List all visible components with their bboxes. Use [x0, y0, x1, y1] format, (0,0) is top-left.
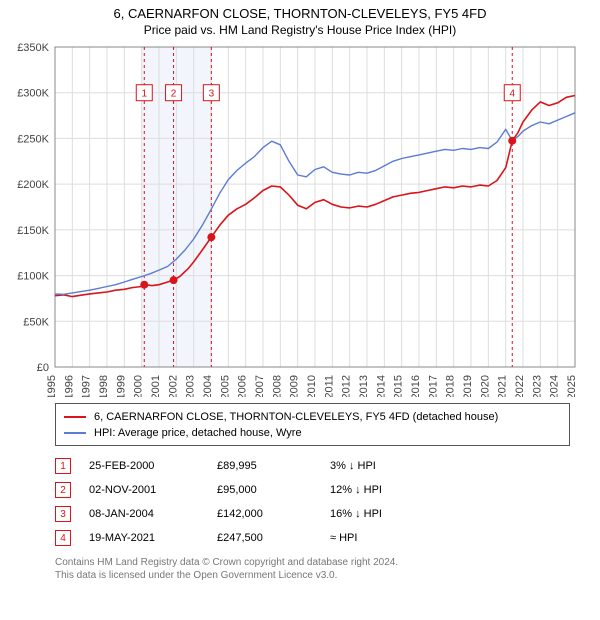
marker-row: 3 08-JAN-2004 £142,000 16% ↓ HPI	[55, 502, 570, 526]
marker-date: 08-JAN-2004	[89, 508, 199, 520]
svg-text:2001: 2001	[150, 375, 162, 397]
marker-date: 25-FEB-2000	[89, 460, 199, 472]
legend: 6, CAERNARFON CLOSE, THORNTON-CLEVELEYS,…	[55, 403, 570, 446]
svg-text:1: 1	[141, 89, 147, 100]
marker-number-box: 4	[55, 530, 71, 546]
svg-text:2014: 2014	[375, 375, 387, 397]
svg-text:2002: 2002	[167, 375, 179, 397]
svg-text:£250K: £250K	[17, 133, 49, 145]
svg-text:2025: 2025	[566, 375, 578, 397]
chart-titles: 6, CAERNARFON CLOSE, THORNTON-CLEVELEYS,…	[0, 6, 600, 37]
svg-text:2000: 2000	[133, 375, 145, 397]
svg-text:2004: 2004	[202, 375, 214, 397]
svg-text:£200K: £200K	[17, 179, 49, 191]
svg-text:£300K: £300K	[17, 88, 49, 100]
title-address: 6, CAERNARFON CLOSE, THORNTON-CLEVELEYS,…	[0, 6, 600, 21]
svg-text:4: 4	[509, 89, 515, 100]
marker-price: £142,000	[217, 508, 312, 520]
marker-number-box: 1	[55, 458, 71, 474]
svg-text:2: 2	[171, 89, 177, 100]
svg-text:2007: 2007	[254, 375, 266, 397]
svg-text:2020: 2020	[479, 375, 491, 397]
svg-text:£50K: £50K	[23, 316, 49, 328]
svg-text:3: 3	[209, 89, 215, 100]
svg-text:2012: 2012	[341, 375, 353, 397]
svg-text:2023: 2023	[531, 375, 543, 397]
marker-date: 19-MAY-2021	[89, 532, 199, 544]
marker-number: 3	[60, 509, 66, 520]
marker-row: 2 02-NOV-2001 £95,000 12% ↓ HPI	[55, 478, 570, 502]
marker-number-box: 3	[55, 506, 71, 522]
svg-text:2018: 2018	[445, 375, 457, 397]
svg-text:2003: 2003	[185, 375, 197, 397]
footnote: Contains HM Land Registry data © Crown c…	[55, 556, 570, 582]
svg-text:2011: 2011	[323, 375, 335, 397]
svg-text:2015: 2015	[393, 375, 405, 397]
svg-text:2005: 2005	[219, 375, 231, 397]
svg-text:£100K: £100K	[17, 271, 49, 283]
marker-note: 12% ↓ HPI	[330, 484, 450, 496]
legend-label: HPI: Average price, detached house, Wyre	[94, 427, 302, 439]
marker-number: 4	[60, 533, 66, 544]
footnote-line: Contains HM Land Registry data © Crown c…	[55, 556, 570, 569]
svg-text:2006: 2006	[237, 375, 249, 397]
marker-row: 4 19-MAY-2021 £247,500 ≈ HPI	[55, 526, 570, 550]
svg-text:1995: 1995	[46, 375, 58, 397]
svg-text:£150K: £150K	[17, 225, 49, 237]
marker-date: 02-NOV-2001	[89, 484, 199, 496]
svg-text:2009: 2009	[289, 375, 301, 397]
legend-item: 6, CAERNARFON CLOSE, THORNTON-CLEVELEYS,…	[64, 409, 561, 425]
svg-text:2013: 2013	[358, 375, 370, 397]
svg-text:2010: 2010	[306, 375, 318, 397]
chart-area: £0 £50K £100K £150K £200K £250K £300K £350K 1995…	[0, 37, 600, 397]
marker-price: £95,000	[217, 484, 312, 496]
marker-price: £247,500	[217, 532, 312, 544]
legend-swatch	[64, 416, 86, 418]
svg-text:2016: 2016	[410, 375, 422, 397]
marker-note: 16% ↓ HPI	[330, 508, 450, 520]
marker-price: £89,995	[217, 460, 312, 472]
svg-text:£350K: £350K	[17, 42, 49, 54]
svg-text:2017: 2017	[427, 375, 439, 397]
svg-text:1999: 1999	[115, 375, 127, 397]
svg-text:2024: 2024	[549, 375, 561, 397]
marker-table: 1 25-FEB-2000 £89,995 3% ↓ HPI 2 02-NOV-…	[55, 454, 570, 550]
footnote-line: This data is licensed under the Open Gov…	[55, 569, 570, 582]
svg-text:2008: 2008	[271, 375, 283, 397]
legend-swatch	[64, 432, 86, 434]
svg-text:1998: 1998	[98, 375, 110, 397]
marker-row: 1 25-FEB-2000 £89,995 3% ↓ HPI	[55, 454, 570, 478]
svg-text:£0: £0	[37, 362, 49, 374]
svg-text:2019: 2019	[462, 375, 474, 397]
svg-text:1997: 1997	[81, 375, 93, 397]
svg-text:1996: 1996	[63, 375, 75, 397]
marker-note: 3% ↓ HPI	[330, 460, 450, 472]
svg-text:2021: 2021	[497, 375, 509, 397]
marker-note: ≈ HPI	[330, 532, 450, 544]
title-subtitle: Price paid vs. HM Land Registry's House …	[0, 23, 600, 37]
svg-text:2022: 2022	[514, 375, 526, 397]
marker-number-box: 2	[55, 482, 71, 498]
legend-item: HPI: Average price, detached house, Wyre	[64, 425, 561, 441]
legend-label: 6, CAERNARFON CLOSE, THORNTON-CLEVELEYS,…	[94, 411, 498, 423]
marker-number: 1	[60, 461, 66, 472]
line-chart-svg: £0 £50K £100K £150K £200K £250K £300K £350K 1995…	[0, 37, 600, 397]
marker-number: 2	[60, 485, 66, 496]
